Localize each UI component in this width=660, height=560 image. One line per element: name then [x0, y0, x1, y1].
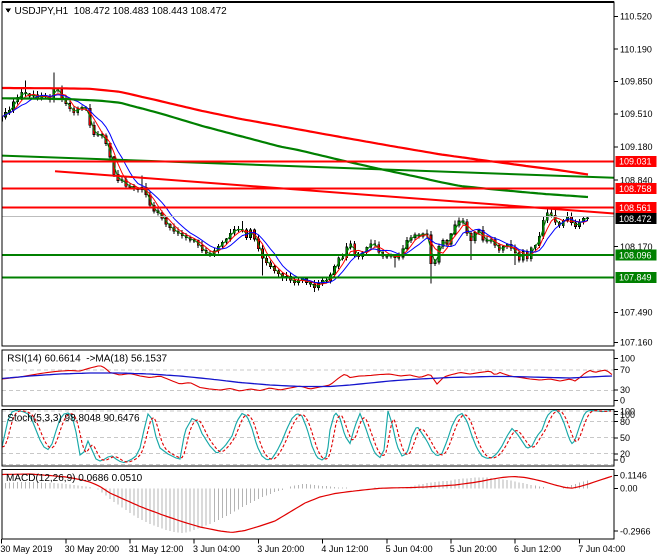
svg-text:-0.2966: -0.2966 — [620, 526, 651, 536]
svg-text:0: 0 — [620, 396, 625, 406]
svg-text:3 Jun 20:00: 3 Jun 20:00 — [257, 544, 304, 554]
svg-text:109.031: 109.031 — [619, 157, 652, 167]
svg-text:USDJPY,H1 108.472 108.483 108: USDJPY,H1 108.472 108.483 108.443 108.47… — [15, 6, 228, 17]
svg-text:3 Jun 04:00: 3 Jun 04:00 — [193, 544, 240, 554]
svg-text:MACD(12,26,9) 0.0686 0.0510: MACD(12,26,9) 0.0686 0.0510 — [6, 473, 143, 484]
svg-text:RSI(14) 60.6614 ->MA(18) 56.1: RSI(14) 60.6614 ->MA(18) 56.1537 — [7, 354, 167, 365]
svg-text:110.190: 110.190 — [620, 44, 652, 54]
svg-text:31 May 12:00: 31 May 12:00 — [129, 544, 184, 554]
svg-text:108.170: 108.170 — [620, 242, 653, 252]
svg-text:Stoch(5,3,3) 98.8048 90.6476: Stoch(5,3,3) 98.8048 90.6476 — [7, 413, 140, 424]
svg-text:4 Jun 12:00: 4 Jun 12:00 — [321, 544, 368, 554]
svg-text:108.758: 108.758 — [619, 184, 652, 194]
svg-text:109.180: 109.180 — [620, 142, 653, 152]
svg-text:30: 30 — [620, 385, 630, 395]
svg-text:30 May 20:00: 30 May 20:00 — [65, 544, 120, 554]
svg-text:100: 100 — [620, 410, 635, 420]
svg-text:100: 100 — [620, 407, 635, 417]
svg-text:0: 0 — [620, 455, 625, 465]
svg-text:108.472: 108.472 — [619, 214, 652, 224]
svg-text:70: 70 — [620, 365, 630, 375]
svg-text:108.096: 108.096 — [619, 250, 652, 260]
svg-text:30 May 2019: 30 May 2019 — [0, 544, 52, 554]
svg-text:0.1146: 0.1146 — [620, 471, 647, 481]
svg-text:110.520: 110.520 — [620, 12, 652, 22]
svg-text:100: 100 — [620, 354, 635, 364]
svg-text:20: 20 — [620, 449, 630, 459]
svg-text:5 Jun 04:00: 5 Jun 04:00 — [386, 544, 433, 554]
svg-text:107.160: 107.160 — [620, 338, 653, 348]
svg-text:108.840: 108.840 — [620, 175, 653, 185]
svg-text:5 Jun 20:00: 5 Jun 20:00 — [450, 544, 497, 554]
svg-text:6 Jun 12:00: 6 Jun 12:00 — [514, 544, 561, 554]
svg-text:7 Jun 04:00: 7 Jun 04:00 — [578, 544, 625, 554]
svg-text:109.850: 109.850 — [620, 77, 653, 87]
svg-text:108.561: 108.561 — [619, 203, 652, 213]
svg-text:50: 50 — [620, 433, 630, 443]
svg-text:107.849: 107.849 — [619, 273, 652, 283]
svg-text:107.490: 107.490 — [620, 308, 653, 318]
svg-text:80: 80 — [620, 417, 630, 427]
svg-text:109.510: 109.510 — [620, 109, 653, 119]
svg-text:0.00: 0.00 — [620, 484, 638, 494]
